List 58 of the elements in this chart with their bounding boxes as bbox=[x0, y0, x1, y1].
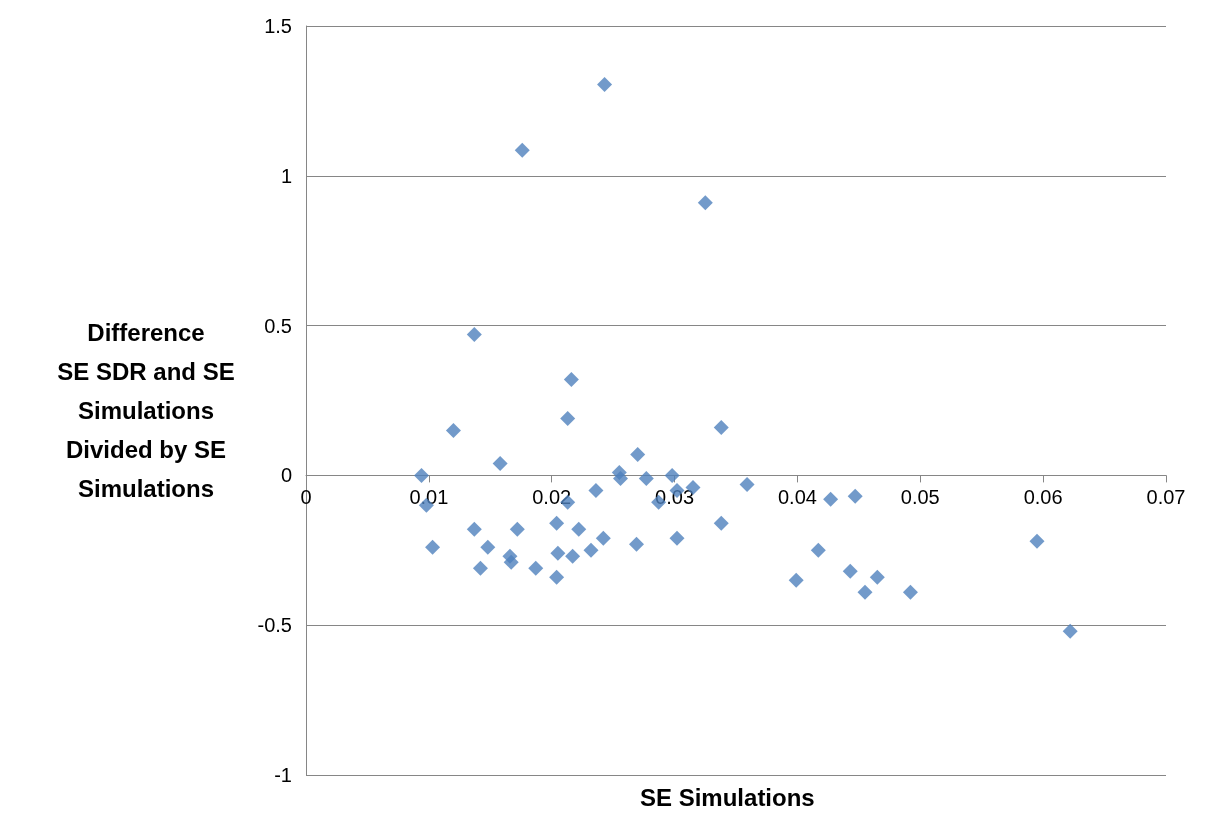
point bbox=[588, 482, 604, 498]
point bbox=[857, 584, 873, 600]
x-tick-label: 0.06 bbox=[1023, 486, 1063, 509]
point bbox=[425, 539, 441, 555]
point bbox=[847, 488, 863, 504]
point bbox=[669, 530, 685, 546]
y-tick-label: -0.5 bbox=[257, 614, 292, 637]
y-tick-label: 1.5 bbox=[264, 15, 292, 37]
point bbox=[638, 470, 654, 486]
point bbox=[503, 554, 519, 570]
point bbox=[810, 542, 826, 558]
point bbox=[413, 467, 429, 483]
y-tick-label: 1 bbox=[280, 164, 292, 187]
point bbox=[563, 372, 579, 388]
point bbox=[583, 542, 599, 558]
point bbox=[823, 491, 839, 507]
point bbox=[509, 521, 525, 537]
point bbox=[466, 327, 482, 343]
point bbox=[565, 548, 581, 564]
x-tick-label: 0.02 bbox=[532, 486, 572, 509]
point bbox=[788, 572, 804, 588]
x-tick-label: 0.07 bbox=[1146, 486, 1186, 509]
point bbox=[613, 470, 629, 486]
point bbox=[492, 455, 508, 471]
point bbox=[528, 560, 544, 576]
x-tick-label: 0 bbox=[300, 486, 312, 509]
point bbox=[1062, 623, 1078, 639]
point bbox=[571, 521, 587, 537]
point bbox=[466, 521, 482, 537]
point bbox=[597, 76, 613, 92]
point bbox=[664, 467, 680, 483]
x-axis-title: SE Simulations bbox=[640, 783, 815, 811]
point bbox=[902, 584, 918, 600]
point bbox=[445, 422, 461, 438]
point bbox=[514, 142, 530, 158]
point bbox=[630, 446, 646, 462]
point bbox=[595, 530, 611, 546]
point bbox=[472, 560, 488, 576]
point bbox=[1029, 533, 1045, 549]
point bbox=[560, 410, 576, 426]
x-tick-label: 0.05 bbox=[900, 486, 940, 509]
y-tick-label: -1 bbox=[274, 764, 292, 786]
x-tick-label: 0.04 bbox=[777, 486, 817, 509]
point bbox=[628, 536, 644, 552]
x-tick-label: 0.01 bbox=[409, 486, 449, 509]
point bbox=[739, 476, 755, 492]
point bbox=[697, 195, 713, 211]
point bbox=[842, 563, 858, 579]
point bbox=[549, 515, 565, 531]
point bbox=[869, 569, 885, 585]
y-axis-title: Difference SE SDR and SE Simulations Divided by SE Simulations bbox=[57, 319, 235, 502]
point bbox=[480, 539, 496, 555]
point bbox=[713, 419, 729, 435]
point bbox=[549, 569, 565, 585]
point bbox=[713, 515, 729, 531]
point bbox=[550, 545, 566, 561]
y-tick-label: 0.5 bbox=[264, 314, 292, 337]
y-tick-label: 0 bbox=[280, 464, 292, 487]
